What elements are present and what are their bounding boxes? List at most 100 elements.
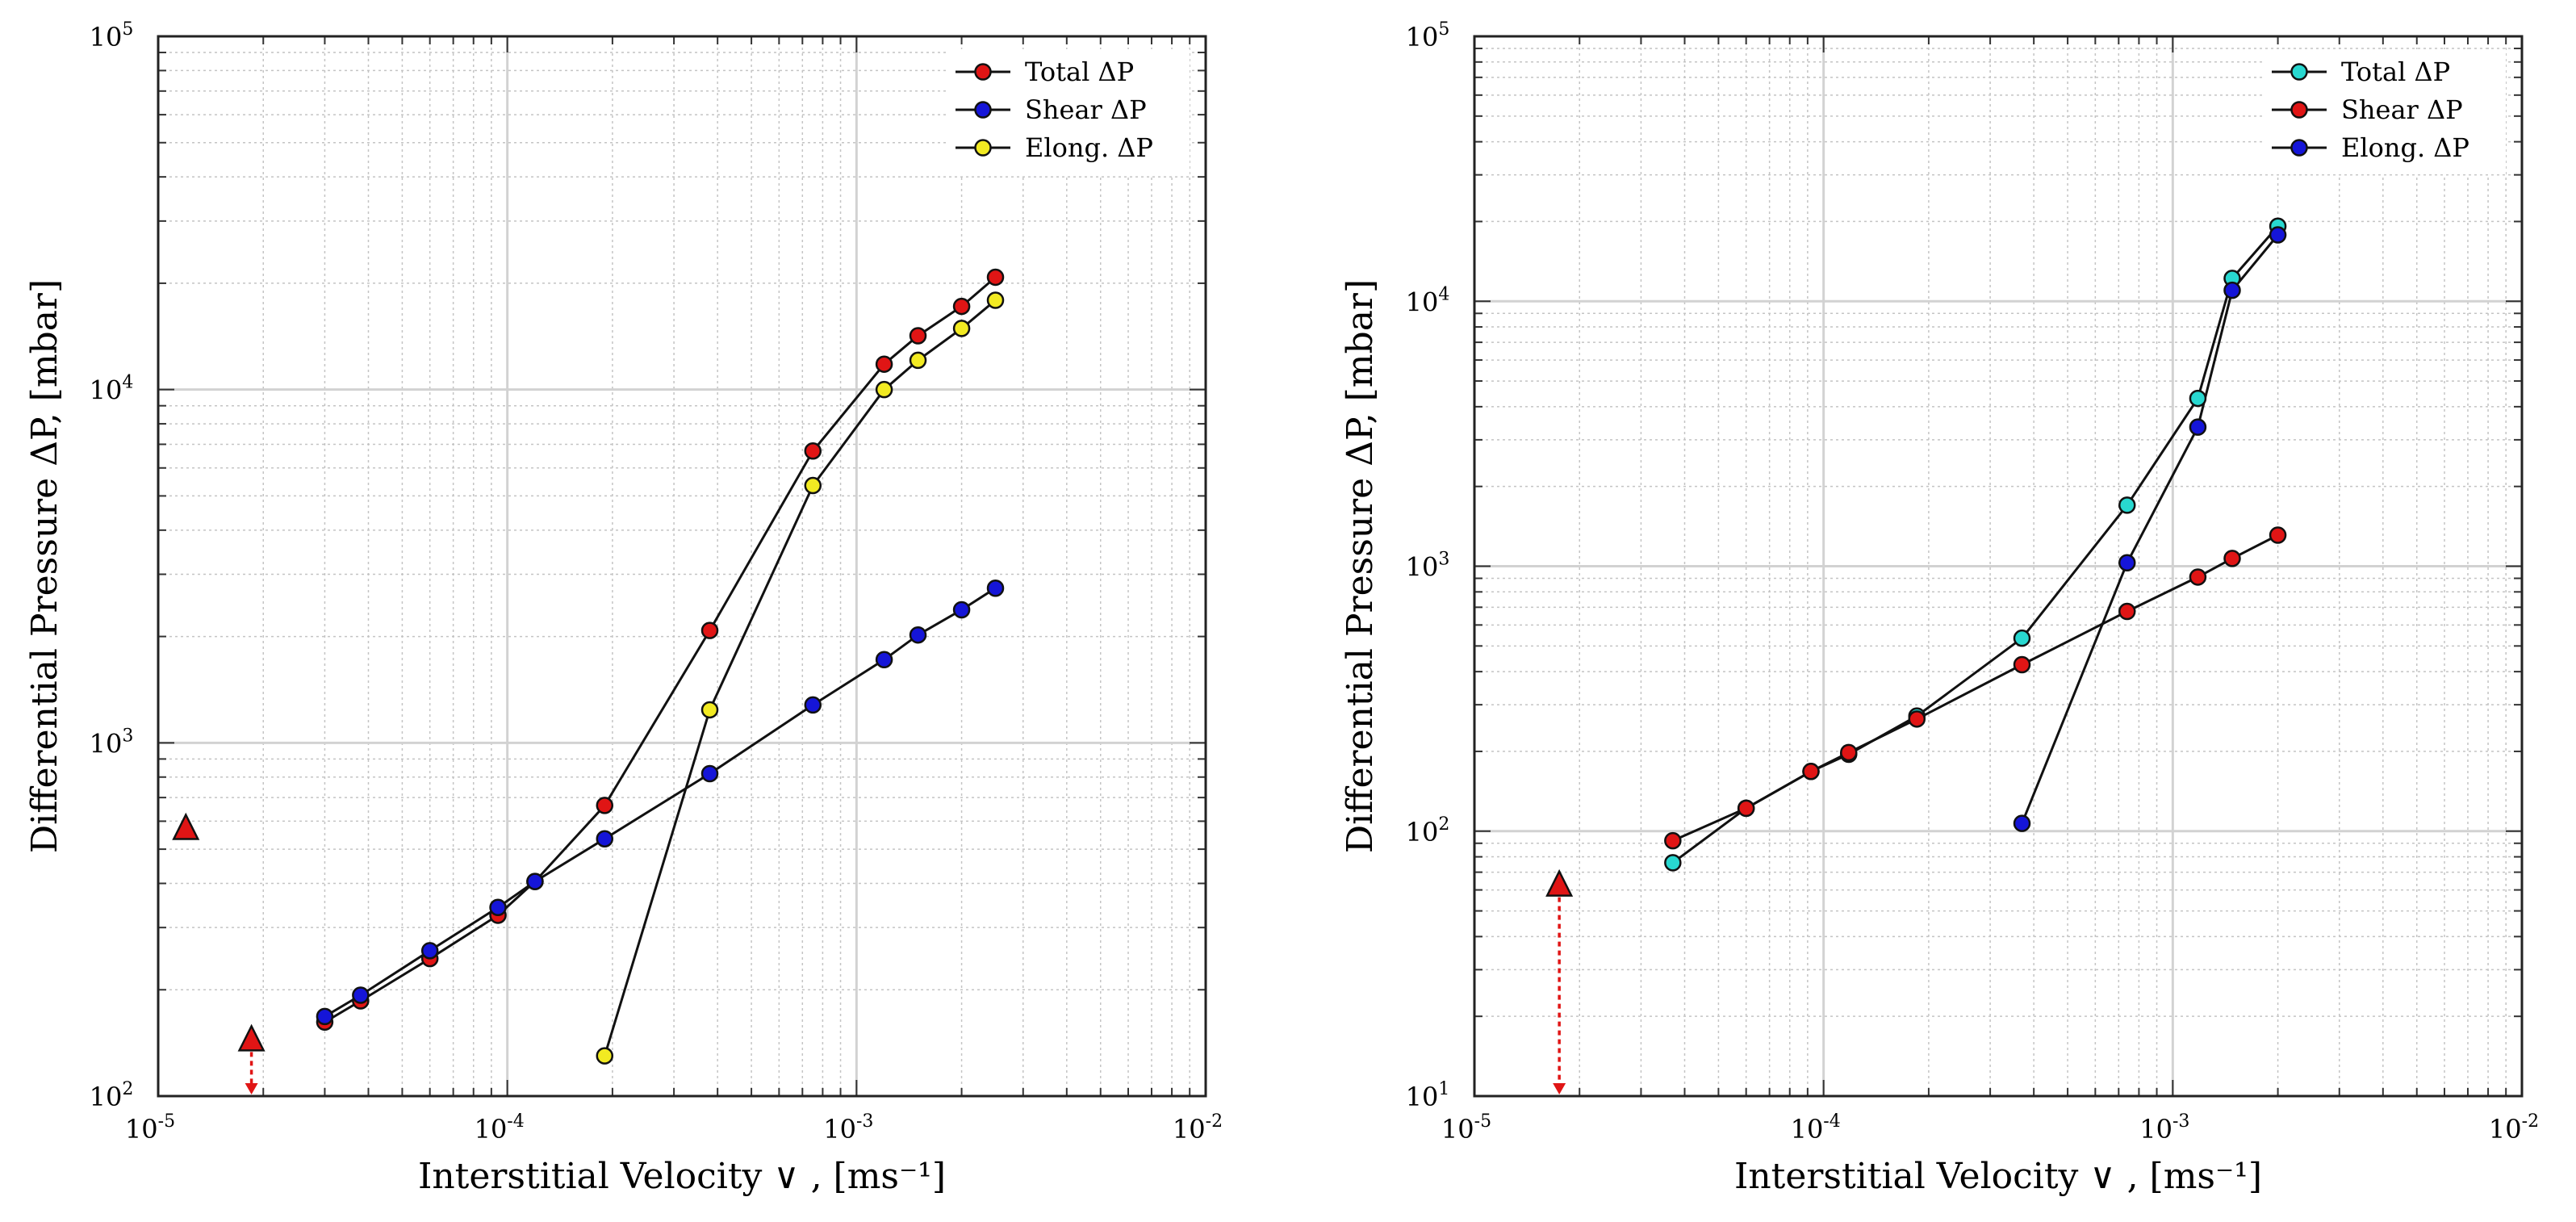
legend-marker <box>2290 139 2308 157</box>
axes-frame <box>1473 35 2524 1098</box>
series-points <box>596 291 1005 1065</box>
data-point <box>420 942 439 960</box>
series-line <box>1672 534 2279 842</box>
data-point <box>804 696 822 714</box>
y-tick-label: 105 <box>1406 19 1450 52</box>
legend: Total ΔP Shear ΔP Elong. ΔP <box>2264 49 2506 174</box>
data-point <box>596 830 614 847</box>
y-tick-label: 104 <box>1406 284 1450 317</box>
data-point <box>2189 389 2207 408</box>
major-grid <box>158 36 1206 1096</box>
y-tick-label: 102 <box>90 1079 134 1112</box>
x-axis-label: Interstitial Velocity ∨ , [ms⁻¹] <box>1734 1156 2262 1197</box>
major-grid <box>1474 36 2522 1096</box>
data-point <box>1802 763 1820 780</box>
triangle-marker <box>172 812 200 840</box>
y-axis-label: Differential Pressure ΔP, [mbar] <box>1340 279 1381 853</box>
data-point <box>2269 226 2287 244</box>
data-point <box>1664 831 1682 850</box>
data-point <box>526 873 544 890</box>
data-point <box>986 268 1005 287</box>
triangle-marker-shape <box>237 1023 266 1052</box>
data-point <box>596 1047 614 1065</box>
data-point <box>2269 526 2287 544</box>
data-point <box>2118 602 2136 621</box>
legend-label: Shear ΔP <box>2341 94 2463 125</box>
limit-arrow-head <box>1553 1083 1566 1094</box>
legend-label: Total ΔP <box>1025 56 1134 87</box>
data-point <box>1664 854 1682 872</box>
y-tick-label: 105 <box>90 19 134 52</box>
data-point <box>952 297 971 316</box>
x-tick-label: 10-2 <box>1173 1111 1223 1145</box>
triangle-marker-shape <box>1545 868 1574 897</box>
data-point <box>700 701 719 719</box>
data-point <box>952 320 971 337</box>
series-points <box>2013 226 2287 832</box>
data-point <box>2118 554 2136 572</box>
chart-panel-right: 10-5 10-4 10-3 10-2 101 102 103 104 105 Interstit… <box>1340 19 2539 1197</box>
legend-marker <box>974 139 992 157</box>
x-tick-label: 10-5 <box>125 1111 175 1145</box>
y-tick-label: 102 <box>1406 814 1450 847</box>
data-point <box>909 351 927 370</box>
data-point <box>2223 550 2241 567</box>
data-point <box>2013 629 2031 647</box>
data-point <box>1908 710 1926 728</box>
y-tick-label: 103 <box>1406 550 1450 583</box>
legend-label: Elong. ΔP <box>2341 132 2469 163</box>
legend-marker <box>2290 63 2308 81</box>
data-point <box>986 579 1005 597</box>
legend-label: Shear ΔP <box>1025 94 1147 125</box>
series-line <box>324 276 997 1023</box>
x-tick-label: 10-4 <box>475 1111 525 1145</box>
legend-marker <box>974 101 992 119</box>
triangle-marker-shape <box>172 812 200 840</box>
minor-grid <box>1474 36 2522 1096</box>
data-point <box>596 797 614 814</box>
x-tick-label: 10-4 <box>1791 1111 1841 1145</box>
data-point <box>875 355 893 373</box>
triangle-marker <box>1545 868 1574 1094</box>
data-point <box>804 442 822 460</box>
y-tick-label: 104 <box>90 373 134 406</box>
data-point <box>875 651 893 669</box>
data-point <box>1737 799 1755 818</box>
legend-label: Total ΔP <box>2341 56 2450 87</box>
legend-label: Elong. ΔP <box>1025 132 1153 163</box>
limit-arrow-head <box>245 1083 258 1094</box>
y-tick-label: 101 <box>1406 1079 1450 1112</box>
legend-marker <box>2290 101 2308 119</box>
data-point <box>909 327 927 345</box>
data-point <box>952 601 971 619</box>
data-point <box>804 476 822 495</box>
data-point <box>700 764 719 783</box>
legend: Total ΔP Shear ΔP Elong. ΔP <box>947 49 1190 174</box>
data-point <box>909 626 927 644</box>
series-points <box>316 579 1005 1026</box>
data-point <box>489 898 507 917</box>
triangle-marker <box>237 1023 266 1094</box>
y-tick-label: 103 <box>90 726 134 759</box>
x-tick-label: 10-3 <box>823 1111 873 1145</box>
data-point <box>2013 814 2031 832</box>
legend-marker <box>974 63 992 81</box>
data-point <box>986 291 1005 309</box>
data-point <box>2189 418 2207 436</box>
x-tick-label: 10-2 <box>2489 1111 2539 1145</box>
series-points <box>1664 526 2287 850</box>
data-point <box>2223 281 2241 299</box>
data-point <box>700 621 719 639</box>
chart-panel-left: 10-5 10-4 10-3 10-2 102 103 104 105 Interstitial… <box>24 19 1223 1197</box>
data-point <box>2013 655 2031 674</box>
data-point <box>316 1007 334 1026</box>
data-point <box>875 380 893 399</box>
x-tick-label: 10-5 <box>1441 1111 1491 1145</box>
data-point <box>352 986 370 1004</box>
axes-frame <box>157 35 1207 1098</box>
data-point <box>1840 743 1858 762</box>
data-point <box>2189 568 2207 586</box>
x-tick-label: 10-3 <box>2139 1111 2189 1145</box>
plot-area <box>158 36 1206 1096</box>
